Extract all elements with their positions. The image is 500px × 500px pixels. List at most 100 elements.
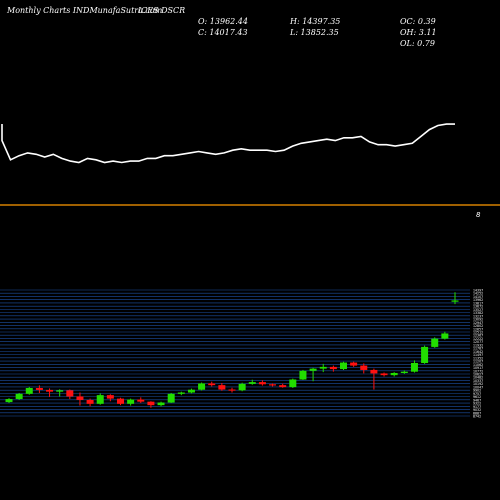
candle-body xyxy=(309,368,317,371)
candle-body xyxy=(167,393,175,403)
candle xyxy=(117,397,124,406)
candle xyxy=(319,363,327,373)
candle-body xyxy=(390,372,398,376)
y-tick-label: 12077 xyxy=(473,340,483,344)
candle xyxy=(25,386,33,395)
candle-body xyxy=(350,362,358,366)
candle-body xyxy=(299,370,307,380)
candle-body xyxy=(279,385,287,388)
candle-body xyxy=(25,387,33,394)
y-tick-label: 9467 xyxy=(473,398,481,402)
y-tick-label: 12367 xyxy=(473,334,483,338)
candle xyxy=(390,372,398,377)
y-tick-label: 11207 xyxy=(473,360,483,364)
candle xyxy=(451,292,459,305)
candle xyxy=(76,392,84,406)
candles xyxy=(5,292,459,408)
y-tick-label: 14107 xyxy=(473,295,483,299)
candle xyxy=(289,378,297,388)
candle-body xyxy=(380,373,388,376)
candle xyxy=(258,380,266,386)
candle xyxy=(340,361,347,370)
series-label: 8 xyxy=(476,211,481,219)
y-tick-label: 12657 xyxy=(473,327,483,331)
candle xyxy=(127,398,135,406)
candle-body xyxy=(319,366,327,369)
candle-body xyxy=(117,398,124,404)
candle xyxy=(279,383,287,388)
high-value: H: 14397.35 xyxy=(290,17,341,26)
candle-body xyxy=(198,383,206,390)
candle-body xyxy=(410,362,418,372)
candle xyxy=(137,397,145,403)
y-tick-label: 10627 xyxy=(473,373,483,377)
candle-body xyxy=(157,402,165,406)
candle-body xyxy=(258,382,266,385)
y-tick-label: 11062 xyxy=(473,363,483,367)
y-tick-label: 12947 xyxy=(473,321,483,325)
candle xyxy=(238,382,246,392)
candle-body xyxy=(370,369,378,374)
y-tick-label: 10337 xyxy=(473,379,483,383)
candle-body xyxy=(187,389,195,393)
oh-value: OH: 3.11 xyxy=(400,28,437,37)
y-tick-label: 13237 xyxy=(473,314,483,318)
y-tick-label: 13382 xyxy=(473,311,483,315)
y-tick-label: 11352 xyxy=(473,356,483,360)
candle xyxy=(370,368,378,390)
y-tick-label: 13817 xyxy=(473,301,483,305)
candle xyxy=(299,369,307,380)
candle-body xyxy=(228,389,236,391)
y-tick-label: 11642 xyxy=(473,350,483,354)
candle-body xyxy=(66,390,74,397)
y-tick-label: 9612 xyxy=(473,395,481,399)
y-tick-label: 9032 xyxy=(473,408,481,412)
candle xyxy=(218,382,226,391)
candle xyxy=(35,385,43,393)
y-axis-ticks: 1439714252141071396213817136721352713382… xyxy=(473,289,483,419)
candle xyxy=(198,382,206,391)
grid-lines xyxy=(0,289,470,417)
close-value: C: 14017.43 xyxy=(198,28,248,37)
candle xyxy=(167,392,175,403)
candle xyxy=(441,331,449,340)
candle-body xyxy=(329,366,337,370)
y-tick-label: 14252 xyxy=(473,292,483,296)
candle xyxy=(177,391,185,396)
candle-body xyxy=(451,300,459,302)
candle xyxy=(350,361,358,367)
y-tick-label: 10047 xyxy=(473,385,483,389)
oc-value: OC: 0.39 xyxy=(400,17,436,26)
candle xyxy=(96,393,104,405)
candle-body xyxy=(147,401,155,406)
candle-body xyxy=(218,385,226,390)
candle xyxy=(187,388,195,394)
candle-body xyxy=(289,379,297,388)
candle xyxy=(106,394,114,402)
candle-body xyxy=(400,371,408,373)
y-tick-label: 14397 xyxy=(473,289,483,293)
candle xyxy=(5,398,13,403)
indicator-line xyxy=(1,123,455,164)
candle xyxy=(309,367,317,382)
y-tick-label: 8742 xyxy=(473,415,481,419)
candle-body xyxy=(441,333,449,339)
ticker-label: ICES DSCR xyxy=(138,6,186,15)
candle-body xyxy=(177,392,185,394)
y-tick-label: 11497 xyxy=(473,353,483,357)
y-tick-label: 11787 xyxy=(473,347,483,351)
candle-body xyxy=(269,384,277,386)
y-tick-label: 12512 xyxy=(473,331,483,335)
y-tick-label: 13527 xyxy=(473,308,483,312)
candle xyxy=(157,401,165,407)
y-tick-label: 13672 xyxy=(473,305,483,309)
y-tick-label: 12802 xyxy=(473,324,483,328)
candle-body xyxy=(340,362,347,370)
site-title: Monthly Charts INDMunafaSutra.com xyxy=(7,6,163,15)
candle-body xyxy=(96,395,104,404)
y-tick-label: 13962 xyxy=(473,298,483,302)
candle-body xyxy=(46,389,54,392)
candle xyxy=(360,363,368,374)
y-tick-label: 9177 xyxy=(473,405,481,409)
